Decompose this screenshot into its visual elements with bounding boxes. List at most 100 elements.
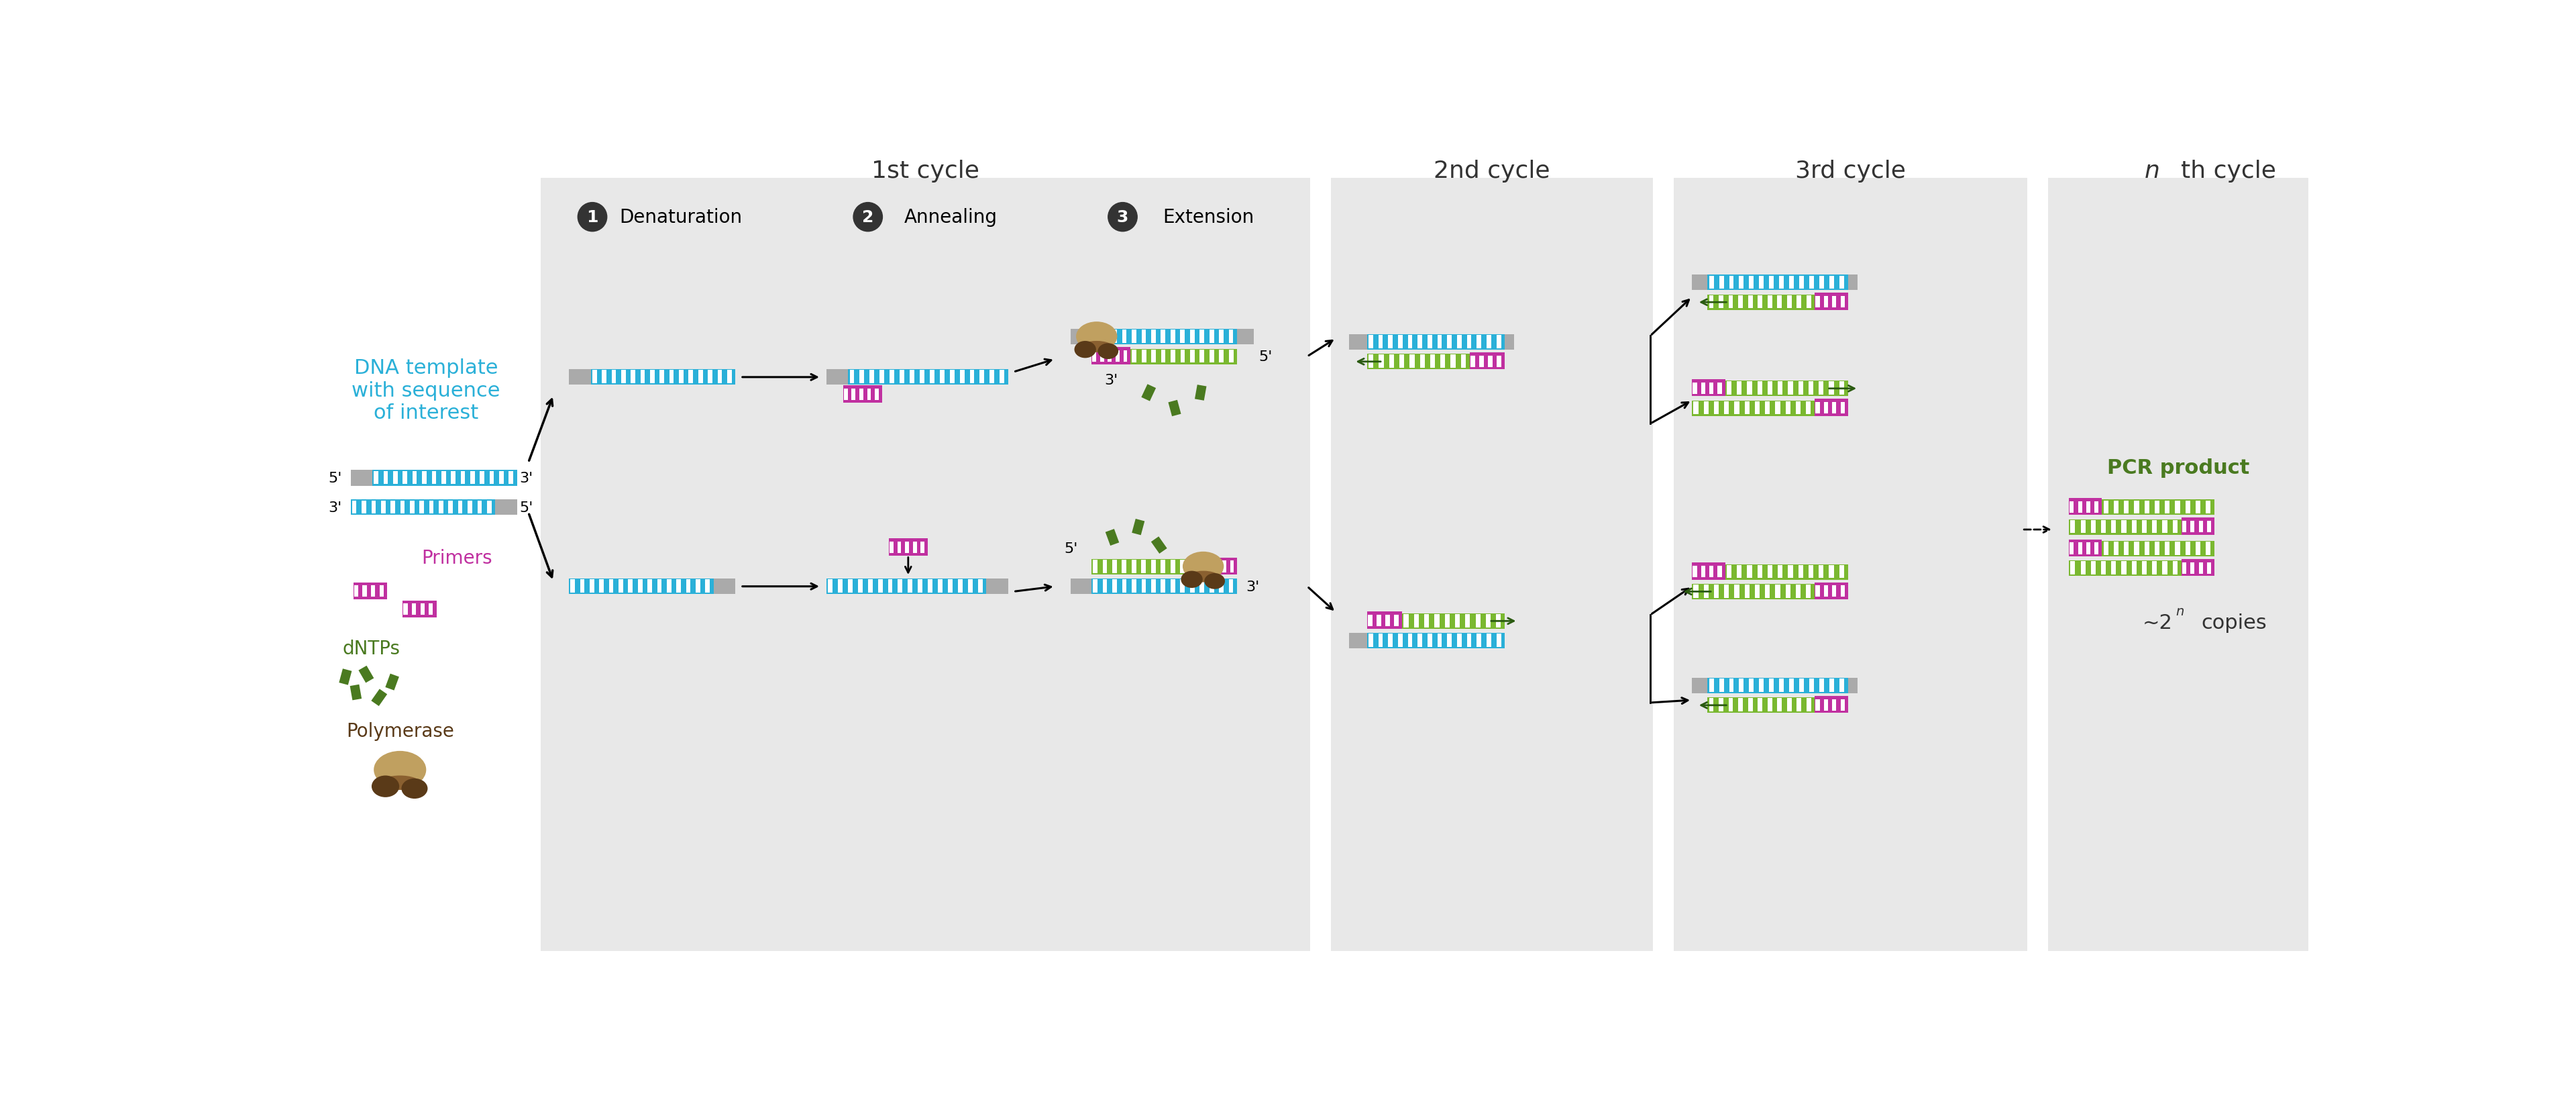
Bar [374, 470, 518, 486]
Bar [1417, 335, 1422, 348]
Bar [1708, 679, 1713, 692]
Bar [1814, 399, 1847, 416]
Bar [1708, 276, 1713, 289]
Bar [860, 389, 863, 400]
Bar [2071, 562, 2076, 575]
Text: th cycle: th cycle [2182, 159, 2275, 182]
Bar [2133, 542, 2138, 555]
Bar [2092, 562, 2097, 575]
Bar [1692, 566, 1698, 577]
Bar [1795, 699, 1801, 711]
Bar [868, 580, 873, 593]
Bar [940, 371, 945, 384]
Bar [688, 371, 693, 384]
Bar [1461, 355, 1466, 368]
Bar [1471, 353, 1504, 369]
Bar [1092, 347, 1131, 365]
Bar [2112, 562, 2115, 575]
Bar [353, 583, 386, 599]
Bar [1141, 349, 1146, 363]
Bar [1455, 614, 1461, 627]
Bar [1757, 295, 1762, 309]
Bar [386, 674, 399, 690]
Bar [1692, 678, 1708, 693]
Bar [2182, 521, 2187, 533]
Bar [428, 604, 433, 615]
Bar [1170, 560, 1175, 573]
Text: 2: 2 [863, 209, 873, 226]
Bar [433, 471, 435, 484]
Bar [2071, 520, 2076, 533]
Bar [1788, 295, 1790, 309]
Bar [1123, 331, 1126, 344]
Bar [878, 371, 884, 384]
Bar [1092, 560, 1097, 573]
Bar [471, 471, 474, 484]
Bar [848, 580, 853, 593]
Bar [1744, 401, 1749, 415]
Bar [1839, 403, 1844, 414]
Bar [477, 501, 482, 514]
Bar [1092, 330, 1236, 345]
Bar [845, 389, 848, 400]
Bar [1710, 383, 1713, 395]
Bar [1401, 614, 1504, 629]
Bar [1785, 401, 1790, 415]
Bar [2161, 562, 2166, 575]
Bar [1814, 293, 1847, 311]
Bar [842, 386, 881, 403]
Bar [1409, 634, 1412, 647]
Bar [1123, 560, 1126, 573]
Bar [371, 501, 376, 514]
Bar [487, 501, 492, 514]
Bar [1780, 679, 1785, 692]
Bar [1736, 565, 1741, 578]
Text: PCR product: PCR product [2107, 458, 2249, 478]
Bar [999, 371, 1005, 384]
Bar [1386, 615, 1391, 627]
Bar [2081, 520, 2087, 533]
Bar [1700, 566, 1705, 577]
Circle shape [1108, 204, 1136, 232]
Bar [1819, 679, 1824, 692]
Bar [1824, 699, 1829, 711]
Bar [1208, 580, 1213, 593]
Bar [1739, 295, 1744, 309]
Bar [1816, 699, 1819, 711]
Bar [611, 371, 616, 384]
Bar [1368, 634, 1373, 647]
Bar [871, 371, 873, 384]
Bar [1123, 580, 1126, 593]
Bar [1162, 580, 1164, 593]
Bar [410, 501, 415, 514]
Bar [907, 580, 912, 593]
Bar [1180, 580, 1185, 593]
Bar [641, 371, 644, 384]
Bar [889, 371, 894, 384]
Bar [961, 371, 963, 384]
Bar [1775, 585, 1780, 598]
Bar [2141, 562, 2146, 575]
Bar [1816, 403, 1819, 414]
Bar [1072, 330, 1092, 345]
Ellipse shape [1097, 344, 1118, 359]
Bar [361, 501, 366, 514]
Bar [876, 389, 878, 400]
Bar [495, 500, 518, 515]
Bar [1726, 564, 1847, 580]
Bar [1151, 580, 1157, 593]
Ellipse shape [1077, 322, 1118, 352]
Bar [1847, 678, 1857, 693]
Bar [1190, 580, 1195, 593]
Bar [1378, 335, 1383, 348]
Bar [1829, 382, 1834, 395]
Bar [459, 501, 464, 514]
Bar [1710, 566, 1713, 577]
Bar [1728, 295, 1734, 309]
Bar [1229, 349, 1234, 363]
Bar [1368, 615, 1373, 627]
Bar [1785, 585, 1790, 598]
Bar [402, 471, 407, 484]
Bar [1795, 401, 1801, 415]
Bar [2205, 542, 2210, 555]
